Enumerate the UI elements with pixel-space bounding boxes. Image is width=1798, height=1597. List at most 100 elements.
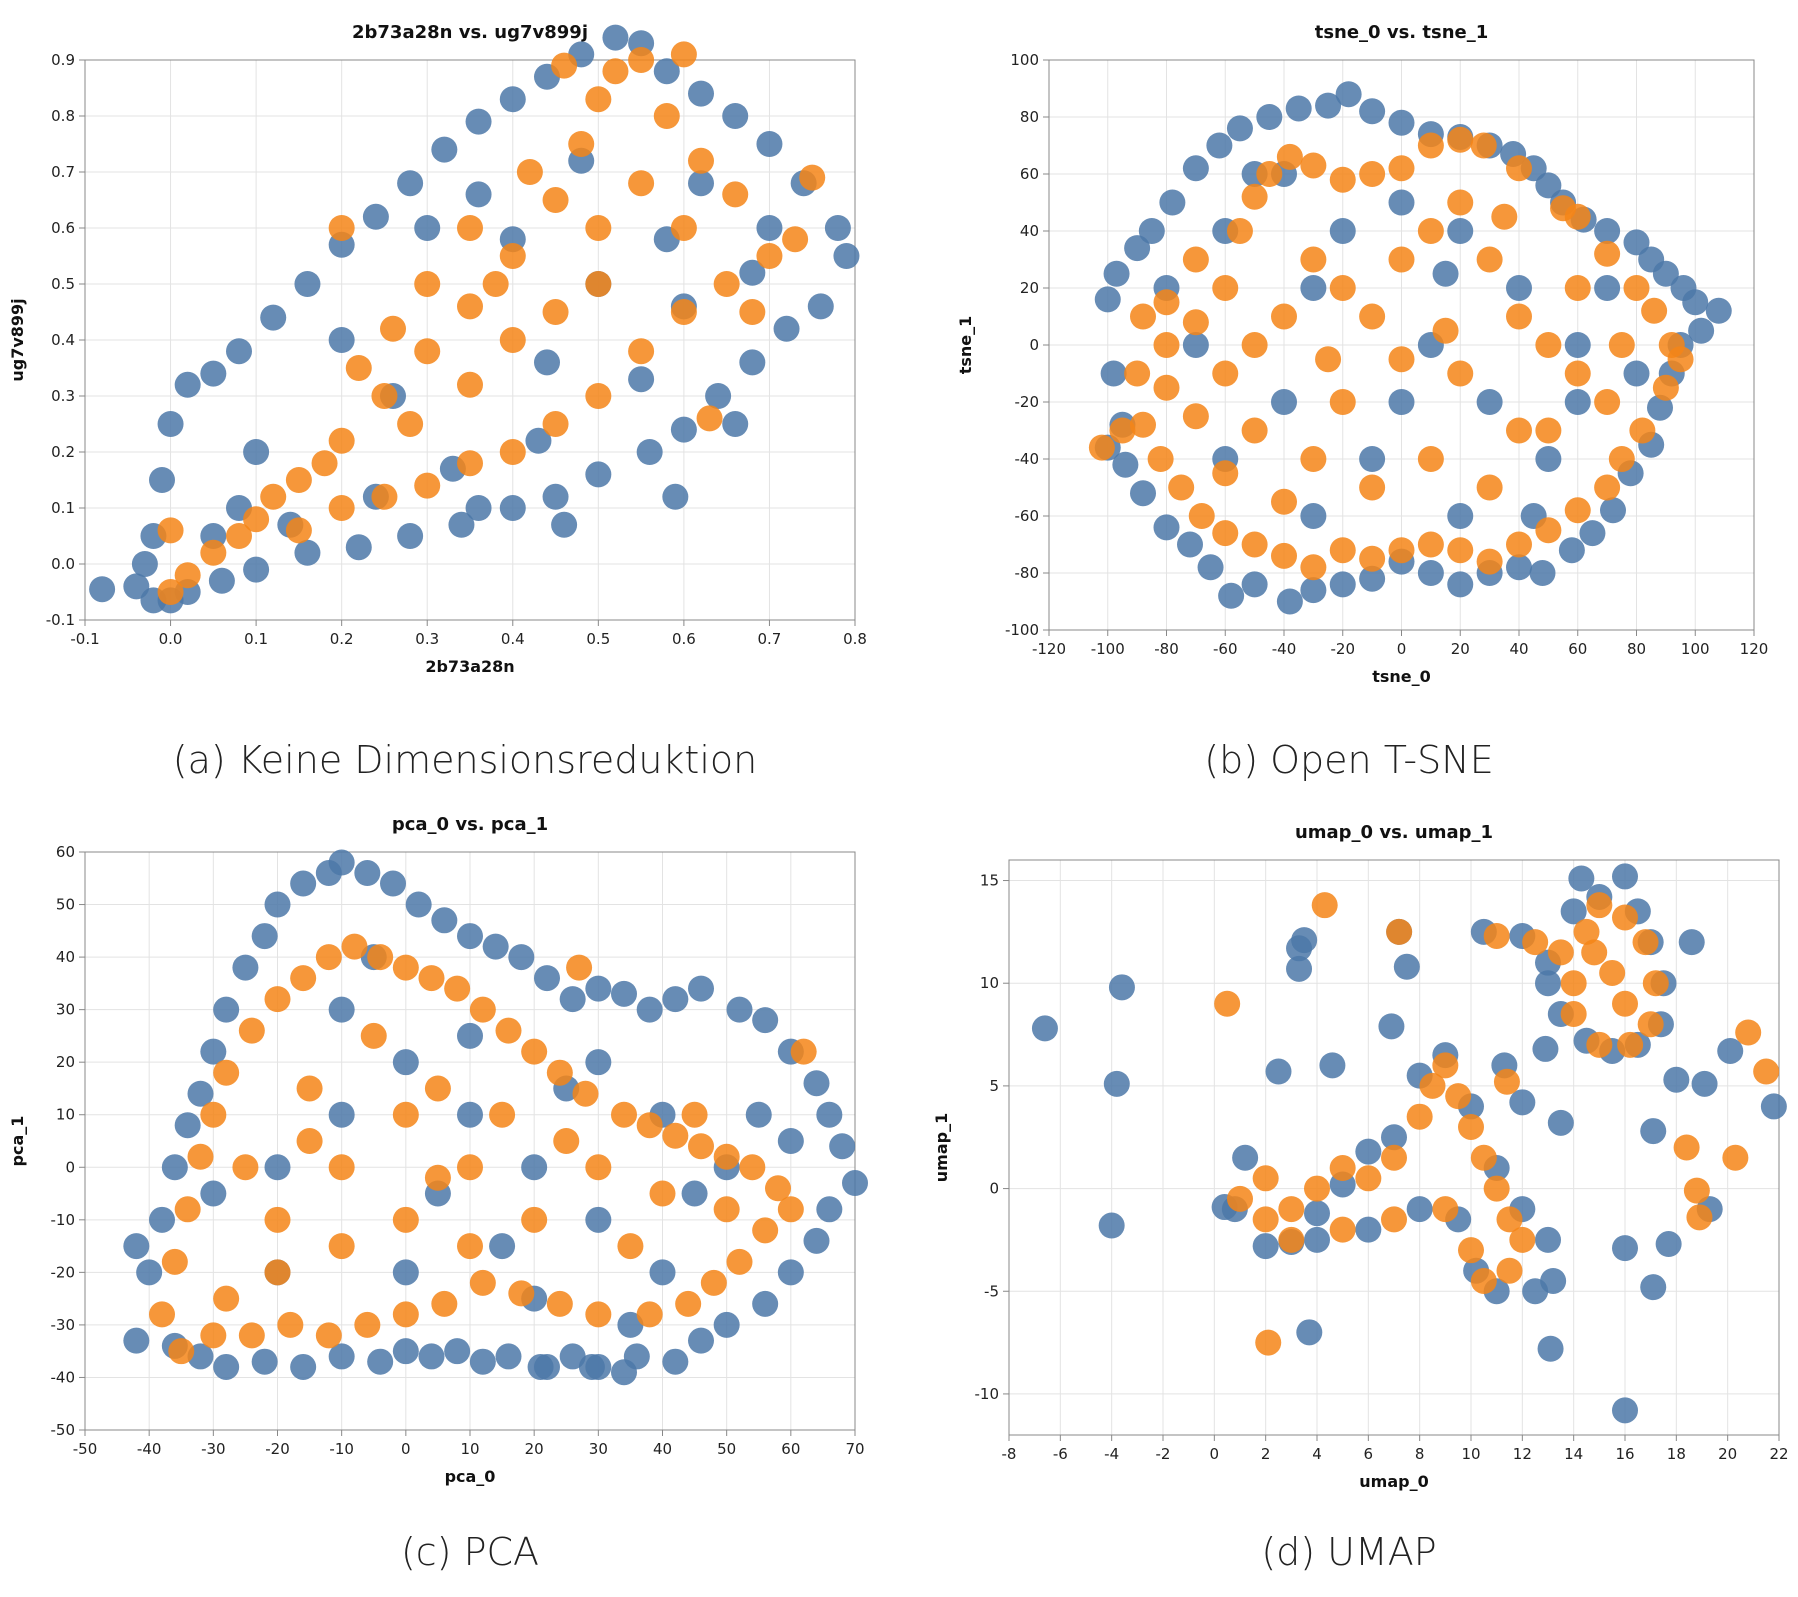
scatter-point (527, 1353, 554, 1380)
scatter-point (1130, 303, 1156, 330)
scatter-point (799, 164, 826, 191)
scatter-point (1678, 929, 1705, 956)
scatter-point (1623, 360, 1650, 387)
scatter-point (1265, 1058, 1292, 1085)
scatter-point (546, 1059, 573, 1086)
scatter-point (739, 1154, 766, 1181)
scatter-point (1417, 132, 1444, 159)
scatter-point (636, 996, 663, 1023)
scatter-point (136, 1259, 163, 1286)
x-tick-label: 0.6 (672, 630, 696, 648)
x-tick-label: 2 (1261, 1445, 1271, 1463)
x-tick-label: 30 (589, 1440, 608, 1458)
scatter-point (1278, 1226, 1305, 1253)
chart-panel-c: -50 -40 -30 -20 -10 0 10 20 30 40 50 60 70 -50 -40 -30 -… (0, 800, 899, 1520)
scatter-point (1124, 360, 1151, 387)
scatter-point (1393, 953, 1420, 980)
scatter-point (602, 58, 629, 85)
scatter-point (688, 170, 714, 197)
scatter-point (1319, 1052, 1346, 1079)
scatter-point (585, 1206, 612, 1233)
chart-title: 2b73a28n vs. ug7v899j (352, 22, 588, 43)
scatter-point (1359, 545, 1386, 572)
scatter-point (559, 986, 586, 1013)
x-tick-label: 40 (653, 1440, 672, 1458)
scatter-point (782, 226, 809, 253)
y-tick-label: 0 (65, 1158, 75, 1176)
y-tick-label: 5 (989, 1077, 999, 1095)
scatter-point (1537, 1335, 1564, 1362)
scatter-point (1753, 1058, 1780, 1085)
x-tick-label: 0.8 (843, 630, 867, 648)
x-tick-label: -100 (1091, 640, 1125, 658)
plot-frame (1008, 859, 1780, 1436)
scatter-point (1594, 389, 1621, 415)
scatter-point (1535, 517, 1562, 544)
scatter-point (1212, 275, 1239, 301)
scatter-point (1329, 1216, 1356, 1243)
scatter-point (157, 517, 184, 544)
scatter-point (392, 1259, 419, 1286)
scatter-point (1447, 571, 1474, 598)
x-tick-label: 60 (1568, 640, 1587, 658)
scatter-point (1381, 1206, 1407, 1233)
scatter-point (803, 1227, 830, 1254)
scatter-point (1359, 98, 1386, 125)
x-tick-label: 0.3 (415, 630, 439, 648)
x-tick-label: -50 (73, 1440, 98, 1458)
scatter-point (414, 215, 441, 241)
scatter-point (1355, 1165, 1382, 1192)
plot-frame (84, 851, 856, 1431)
x-tick-label: 0.1 (244, 630, 268, 648)
scatter-point (1381, 1144, 1407, 1171)
scatter-chart-b: -120 -100 -80 -60 -40 -20 0 20 40 60 80 100 120-100-… (956, 22, 1768, 686)
scatter-point (739, 299, 766, 325)
scatter-point (1652, 374, 1679, 401)
scatter-point (123, 1327, 150, 1354)
scatter-point (525, 427, 552, 454)
scatter-point (1304, 1200, 1330, 1227)
x-tick-label: 6 (1364, 1445, 1374, 1463)
scatter-point (1600, 497, 1626, 524)
x-tick-label: 40 (1509, 640, 1528, 658)
scatter-point (1088, 434, 1115, 461)
scatter-point (1276, 588, 1303, 615)
scatter-point (444, 1338, 471, 1365)
x-tick-label: -20 (1331, 640, 1356, 658)
scatter-point (392, 1338, 419, 1365)
scatter-point (1447, 537, 1474, 564)
scatter-point (1667, 346, 1694, 373)
scatter-point (1329, 218, 1356, 244)
scatter-point (328, 996, 355, 1023)
scatter-point (553, 1128, 580, 1154)
scatter-point (1300, 446, 1327, 472)
scatter-point (1300, 275, 1327, 301)
scatter-point (585, 975, 612, 1002)
scatter-point (392, 1301, 419, 1328)
y-tick-label: 20 (56, 1053, 75, 1071)
x-axis-title: tsne_0 (1372, 667, 1431, 686)
scatter-point (1103, 260, 1130, 287)
scatter-point (200, 1101, 227, 1128)
scatter-point (149, 1206, 175, 1233)
x-tick-label: 16 (1615, 1445, 1634, 1463)
y-tick-label: 60 (1020, 165, 1039, 183)
y-tick-label: -60 (1015, 507, 1040, 525)
scatter-point (328, 427, 355, 454)
scatter-point (200, 539, 227, 566)
scatter-point (328, 1154, 355, 1181)
scatter-point (559, 1343, 586, 1370)
x-tick-label: 0.0 (159, 630, 183, 648)
scatter-point (232, 954, 259, 981)
scatter-point (1388, 189, 1415, 216)
scatter-point (1691, 1070, 1718, 1097)
scatter-point (1388, 537, 1415, 564)
x-tick-label: -80 (1154, 640, 1179, 658)
scatter-point (414, 271, 441, 297)
scatter-point (585, 1049, 612, 1076)
scatter-point (1535, 970, 1561, 997)
scatter-point (457, 450, 483, 477)
scatter-point (1642, 970, 1669, 997)
scatter-point (696, 405, 723, 432)
caption-c: (c) PCA (400, 1530, 540, 1574)
